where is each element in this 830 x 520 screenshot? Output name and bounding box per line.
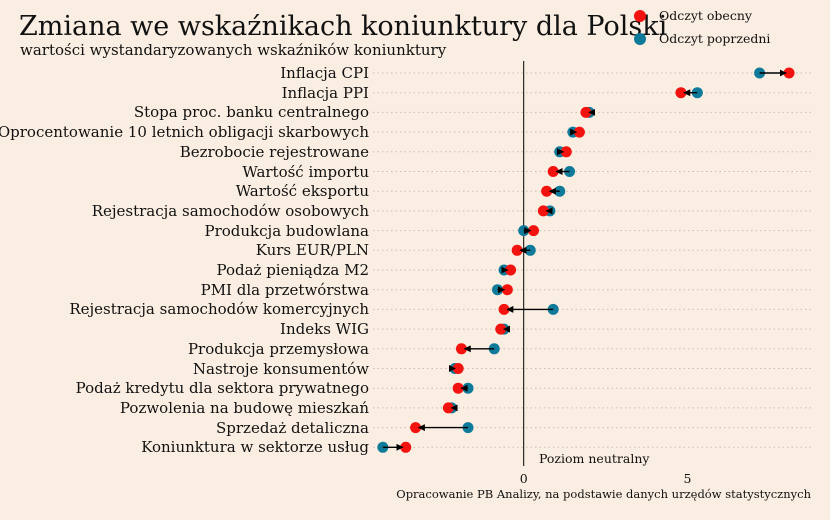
category-label: Rejestracja samochodów komercyjnych xyxy=(69,300,369,319)
category-label: Sprzedaż detaliczna xyxy=(216,418,369,437)
legend-previous-dot xyxy=(634,32,646,45)
category-label: Pozwolenia na budowę mieszkań xyxy=(119,398,369,417)
category-label: Koniunktura w sektorze usług xyxy=(141,438,369,457)
category-label: Kurs EUR/PLN xyxy=(255,241,369,260)
category-label: Indeks WIG xyxy=(280,320,369,339)
chart-subtitle: wartości wystandaryzowanych wskaźników k… xyxy=(20,41,447,59)
legend-previous-label: Odczyt poprzedni xyxy=(659,31,771,46)
category-label: PMI dla przetwórstwa xyxy=(200,280,369,299)
category-label: Podaż pieniądza M2 xyxy=(216,261,369,279)
legend-current-dot xyxy=(634,9,646,22)
current-reading-dot xyxy=(495,323,507,335)
category-label: Produkcja przemysłowa xyxy=(187,339,369,358)
category-label: Wartość importu xyxy=(242,162,369,181)
current-reading-dot xyxy=(442,402,454,414)
legend: Odczyt obecny Odczyt poprzedni xyxy=(634,4,770,50)
category-label: Bezrobocie rejestrowane xyxy=(179,142,369,161)
category-label: Inflacja CPI xyxy=(280,64,369,82)
x-tick-label: 5 xyxy=(683,471,692,486)
category-label: Rejestracja samochodów osobowych xyxy=(91,201,369,220)
category-label: Produkcja budowlana xyxy=(204,221,370,240)
chart-title: Zmiana we wskaźnikach koniunktury dla Po… xyxy=(19,11,668,42)
neutral-level-label: Poziom neutralny xyxy=(539,451,650,466)
category-label: Podaż kredytu dla sektora prywatnego xyxy=(75,379,369,398)
category-label: Oprocentowanie 10 letnich obligacji skar… xyxy=(0,123,369,142)
current-reading-dot xyxy=(452,363,464,374)
x-tick-label: 0 xyxy=(519,471,528,486)
legend-current-label: Odczyt obecny xyxy=(659,8,752,23)
source-note: Opracowanie PB Analizy, na podstawie dan… xyxy=(396,487,811,501)
category-label: Stopa proc. banku centralnego xyxy=(133,103,369,122)
category-label: Wartość eksportu xyxy=(235,182,369,201)
category-label: Inflacja PPI xyxy=(281,83,369,102)
legend-item-previous: Odczyt poprzedni xyxy=(634,27,770,50)
current-reading-dot xyxy=(580,106,592,118)
legend-item-current: Odczyt obecny xyxy=(634,4,770,27)
category-label: Nastroje konsumentów xyxy=(192,359,369,378)
